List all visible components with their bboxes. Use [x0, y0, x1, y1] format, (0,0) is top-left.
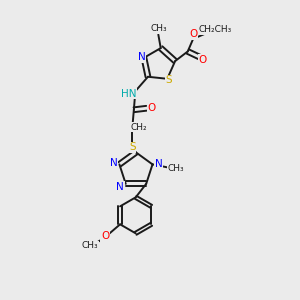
Text: N: N [110, 158, 117, 168]
Text: O: O [189, 29, 197, 39]
Text: CH₃: CH₃ [168, 164, 184, 173]
Text: CH₃: CH₃ [150, 24, 166, 33]
Text: O: O [147, 103, 155, 113]
Text: N: N [138, 52, 146, 62]
Text: CH₂: CH₂ [130, 123, 147, 132]
Text: S: S [165, 75, 172, 85]
Text: N: N [116, 182, 124, 192]
Text: S: S [129, 142, 136, 152]
Text: O: O [101, 231, 109, 241]
Text: O: O [199, 55, 207, 65]
Text: CH₃: CH₃ [82, 242, 98, 250]
Text: N: N [154, 159, 162, 170]
Text: CH₂CH₃: CH₂CH₃ [199, 26, 232, 34]
Text: HN: HN [121, 88, 136, 99]
